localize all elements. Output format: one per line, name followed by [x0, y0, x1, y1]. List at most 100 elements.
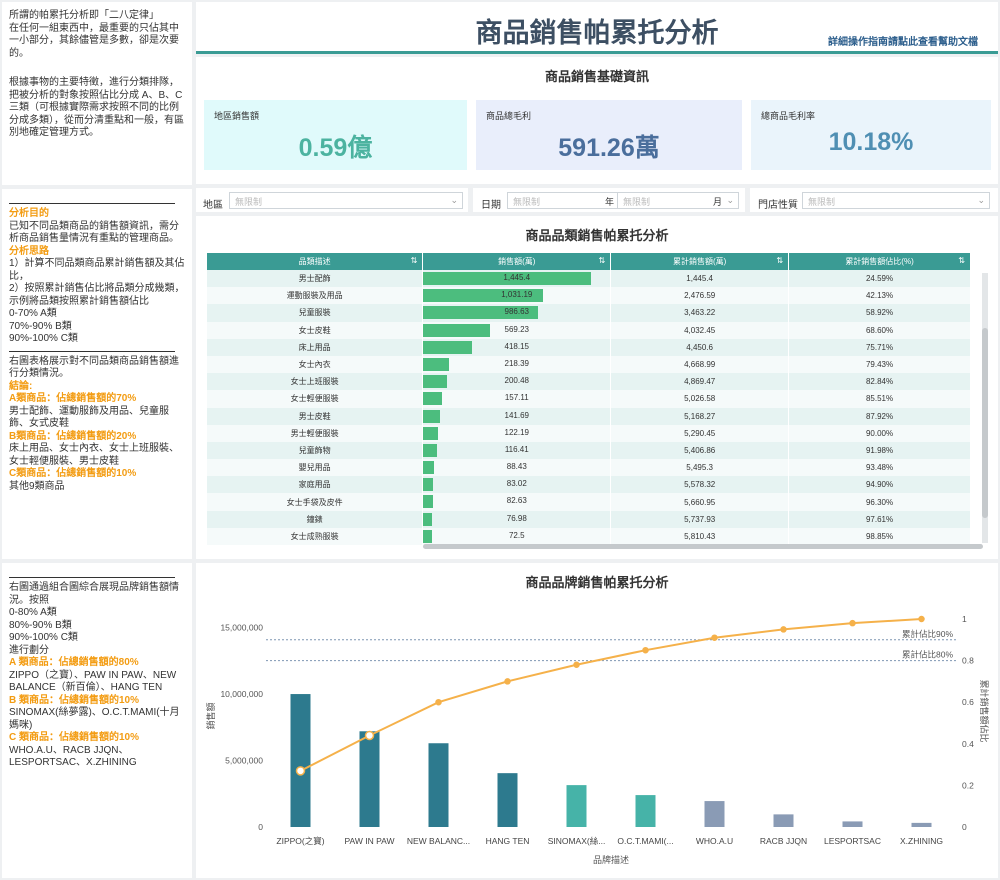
cell-sales: 1,031.19 [422, 287, 612, 305]
category-table-title: 商品品類銷售帕累托分析 [525, 228, 669, 243]
y2-axis-title: 累計銷售額佔比 [979, 679, 990, 742]
y-tick-label: 5,000,000 [225, 756, 263, 766]
approach-text-5: 90%-100% C類 [9, 333, 78, 344]
horizontal-scrollbar[interactable] [423, 544, 983, 549]
vertical-scrollbar[interactable] [982, 273, 988, 543]
bar-8 [842, 821, 863, 827]
cell-cum-sales: 5,495.3 [610, 459, 790, 477]
brand-pareto-chart: 0 5,000,000 10,000,000 15,000,000 0 0.2 0.4 0.6… [205, 614, 990, 865]
month-unit: 月 [712, 197, 722, 207]
x-tick-label: SINOMAX(絲... [548, 836, 606, 846]
table-row[interactable]: 女士手袋及皮件 82.63 5,660.95 96.30% [207, 493, 971, 511]
cell-cum-sales: 5,026.58 [610, 390, 790, 408]
bar-3 [497, 773, 518, 827]
help-link[interactable]: 詳細操作指南請點此查看幫助文檔 [828, 37, 978, 48]
approach-text-1: 1）計算不同品類商品累計銷售額及其佔比， [9, 258, 185, 282]
cumulative-point [711, 634, 718, 641]
cell-cum-pct: 96.30% [788, 493, 971, 511]
col-header-cum-sales[interactable]: 累計銷售額(萬) ⇅ [610, 253, 790, 270]
kpi-gross-margin: 總商品毛利率 10.18% [751, 100, 991, 170]
bar-5 [635, 795, 656, 827]
store-select-value: 無限制 [808, 197, 836, 207]
table-row[interactable]: 女士輕便服裝 157.11 5,026.58 85.51% [207, 390, 971, 408]
table-row[interactable]: 男士配飾 1,445.4 1,445.4 24.59% [207, 270, 971, 288]
cumulative-point [849, 619, 856, 627]
reference-line-label: 累計佔比90% [902, 629, 953, 639]
cell-sales: 418.15 [422, 338, 612, 356]
cell-category: 兒童飾物 [207, 441, 424, 460]
table-row[interactable]: 女士皮鞋 569.23 4,032.45 68.60% [207, 321, 971, 339]
x-tick-label: ZIPPO(之寶) [276, 836, 324, 846]
col-header-cum-pct[interactable]: 累計銷售額佔比(%) ⇅ [788, 253, 971, 270]
table-row[interactable]: 鐘錶 76.98 5,737.93 97.61% [207, 510, 971, 528]
table-row[interactable]: 兒童服裝 986.63 3,463.22 58.92% [207, 304, 971, 322]
brand-chart-panel: 商品品牌銷售帕累托分析 0 5,000,000 10,000,000 15,000,0… [196, 563, 998, 878]
bar-4 [566, 785, 587, 827]
sales-value: 141.69 [504, 410, 529, 420]
cell-cum-pct: 85.51% [788, 390, 971, 408]
brand-a-text: ZIPPO（之寶）、PAW IN PAW、NEW BALANCE（新百倫）、HA… [9, 669, 177, 694]
bar-1 [359, 731, 380, 827]
sales-value: 1,031.19 [501, 290, 533, 300]
page-title: 商品銷售帕累托分析 [475, 18, 719, 48]
y2-tick-label: 0.2 [962, 780, 974, 790]
scrollbar-thumb[interactable] [982, 328, 988, 518]
cell-sales: 569.23 [422, 321, 612, 339]
bar-2 [428, 743, 449, 827]
sort-icon[interactable]: ⇅ [410, 256, 418, 265]
store-select[interactable]: 無限制 ⌄ [802, 192, 990, 209]
table-row[interactable]: 床上用品 418.15 4,450.6 75.71% [207, 338, 971, 356]
header: 商品銷售帕累托分析 詳細操作指南請點此查看幫助文檔 [196, 2, 998, 54]
month-select[interactable]: 無限制 月 ⌄ [617, 192, 739, 209]
table-row[interactable]: 男士輕便服裝 122.19 5,290.45 90.00% [207, 424, 971, 442]
sales-value: 200.48 [504, 376, 529, 386]
approach-text-2: 2）按照累計銷售佔比將品類分成幾類，示例將品類按照累計銷售額佔比 [9, 283, 185, 307]
table-row[interactable]: 家庭用品 83.02 5,578.32 94.90% [207, 476, 971, 494]
table-row[interactable]: 女士內衣 218.39 4,668.99 79.43% [207, 355, 971, 374]
category-table: 品類描述 ⇅ 銷售額(萬) ⇅ 累計銷售額(萬) ⇅ 累計銷售額佔比(%) ⇅ 男士配飾… [207, 253, 971, 545]
table-row[interactable]: 運動服裝及用品 1,031.19 2,476.59 42.13% [207, 287, 971, 305]
table-row[interactable]: 女士成熟服裝 72.5 5,810.43 98.85% [207, 527, 971, 545]
cell-category: 男士配飾 [207, 270, 424, 288]
divider [9, 203, 175, 204]
x-tick-label: WHO.A.U [696, 836, 733, 846]
sort-icon[interactable]: ⇅ [958, 256, 965, 265]
table-scroll-area[interactable]: 品類描述 ⇅ 銷售額(萬) ⇅ 累計銷售額(萬) ⇅ 累計銷售額佔比(%) ⇅ 男士配飾… [207, 253, 997, 551]
cell-sales: 122.19 [422, 424, 612, 442]
cell-cum-pct: 97.61% [788, 510, 971, 528]
class-a-heading: A類商品：佔總銷售額的70% [9, 393, 137, 404]
table-row[interactable]: 男士皮鞋 141.69 5,168.27 87.92% [207, 407, 971, 425]
bar-9 [911, 822, 932, 827]
cell-category: 女士皮鞋 [207, 321, 424, 339]
cell-cum-sales: 5,737.93 [610, 510, 790, 528]
col-header-category[interactable]: 品類描述 ⇅ [207, 253, 424, 270]
table-row[interactable]: 嬰兒用品 88.43 5,495.3 93.48% [207, 459, 971, 477]
cell-category: 女士輕便服裝 [207, 390, 424, 408]
brand-class-4: 進行劃分 [9, 644, 49, 656]
divider [9, 577, 175, 578]
cell-cum-sales: 4,668.99 [610, 355, 790, 374]
year-select[interactable]: 無限制 年 [507, 192, 617, 209]
cell-category: 嬰兒用品 [207, 459, 424, 477]
sales-bar [423, 461, 434, 475]
cumulative-point [504, 678, 511, 685]
x-tick-label: NEW BALANC... [407, 836, 470, 846]
col-header-sales[interactable]: 銷售額(萬) ⇅ [422, 253, 612, 270]
sort-icon[interactable]: ⇅ [598, 256, 606, 265]
table-row[interactable]: 女士上班服裝 200.48 4,869.47 82.84% [207, 373, 971, 391]
sales-bar [423, 289, 544, 303]
sales-bar [423, 478, 433, 492]
sales-bar [423, 357, 449, 371]
cell-category: 床上用品 [207, 338, 424, 356]
table-row[interactable]: 兒童飾物 116.41 5,406.86 91.98% [207, 441, 971, 460]
chevron-down-icon: ⌄ [450, 195, 458, 205]
sort-icon[interactable]: ⇅ [776, 256, 784, 265]
cell-cum-pct: 75.71% [788, 338, 971, 356]
reference-line-label: 累計佔比80% [902, 650, 953, 660]
cumulative-point [573, 661, 580, 669]
class-b-text: 床上用品、女士內衣、女士上班服裝、女士輕便服裝、男士皮鞋 [9, 443, 179, 467]
sales-value: 76.98 [506, 513, 527, 523]
kpi-value: 0.59億 [298, 134, 373, 162]
cumulative-point [780, 626, 787, 633]
region-select[interactable]: 無限制 ⌄ [229, 192, 463, 209]
